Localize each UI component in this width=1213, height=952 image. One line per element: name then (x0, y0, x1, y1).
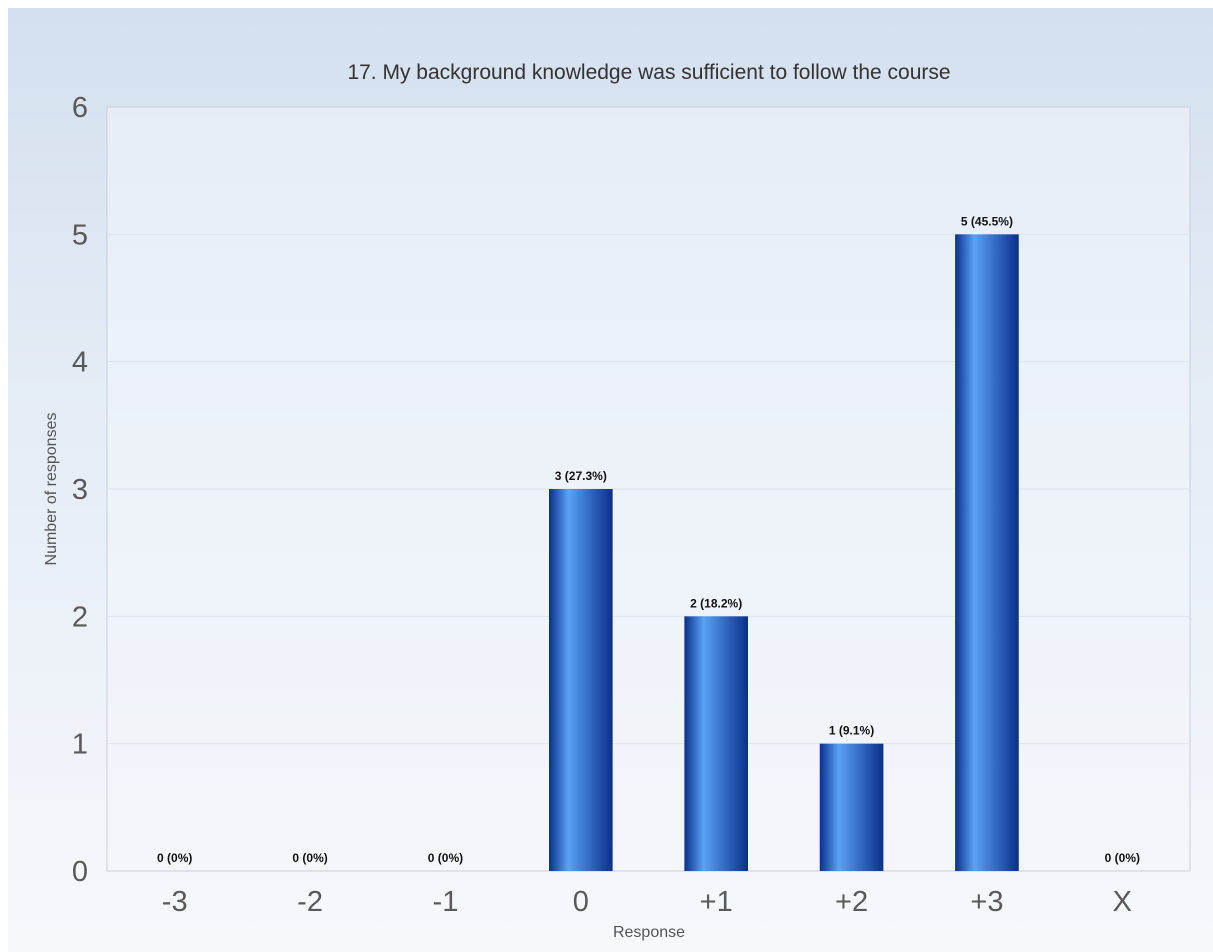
x-tick-label: +3 (970, 886, 1003, 918)
x-tick-label: -2 (297, 886, 323, 918)
y-tick-label: 1 (72, 729, 88, 761)
bar-data-label: 0 (0%) (1105, 851, 1140, 865)
y-tick-label: 3 (72, 474, 88, 506)
chart-title: 17. My background knowledge was sufficie… (347, 61, 950, 84)
x-axis-title: Response (613, 924, 685, 941)
bar-data-label: 0 (0%) (157, 851, 192, 865)
bar-+2 (819, 743, 884, 871)
bar-data-label: 1 (9.1%) (829, 724, 874, 738)
bar-data-label: 0 (0%) (292, 851, 327, 865)
bars: 0 (0%) 0 (0%) 0 (0%) 3 (27.3%) 2 (18.2%) 1 (9… (157, 214, 1140, 872)
x-tick-label: X (1113, 886, 1132, 918)
x-tick-label: -3 (162, 886, 188, 918)
x-tick-label: -1 (433, 886, 459, 918)
y-tick-label: 6 (72, 92, 88, 124)
bar-data-label: 5 (45.5%) (961, 214, 1013, 228)
x-axis-ticks: -3 -2 -1 0 +1 +2 +3 X (162, 886, 1132, 918)
bar-data-label: 2 (18.2%) (690, 596, 742, 610)
x-tick-label: 0 (573, 886, 589, 918)
bar-data-label: 0 (0%) (428, 851, 463, 865)
bar-+3 (955, 234, 1019, 872)
x-tick-label: +1 (700, 886, 733, 918)
bar-+1 (684, 616, 749, 871)
chart-container: 0 1 2 3 4 5 6 0 (0%) 0 (0%) 0 (0%) 3 (27.3%) 2 (18… (8, 8, 1213, 952)
y-tick-label: 2 (72, 601, 88, 633)
bar-chart: 0 1 2 3 4 5 6 0 (0%) 0 (0%) 0 (0%) 3 (27.3%) 2 (18… (43, 61, 1191, 941)
x-tick-label: +2 (835, 886, 868, 918)
bar-0 (548, 489, 613, 871)
y-axis-title: Number of responses (43, 413, 60, 566)
y-tick-label: 4 (72, 347, 88, 379)
y-tick-label: 0 (72, 856, 88, 888)
bar-data-label: 3 (27.3%) (555, 469, 607, 483)
y-axis-ticks: 0 1 2 3 4 5 6 (72, 92, 88, 888)
y-tick-label: 5 (72, 219, 88, 251)
